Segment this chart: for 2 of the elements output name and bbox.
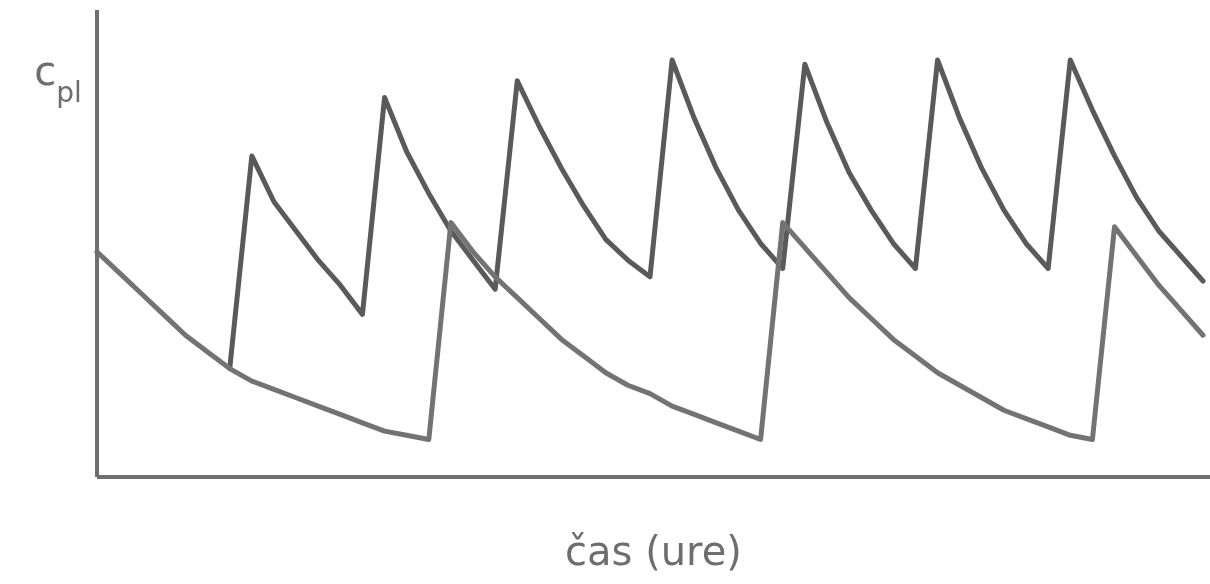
x-axis-title: čas (ure): [565, 528, 742, 574]
y-axis-title: c$_{pl}$: [34, 48, 82, 109]
